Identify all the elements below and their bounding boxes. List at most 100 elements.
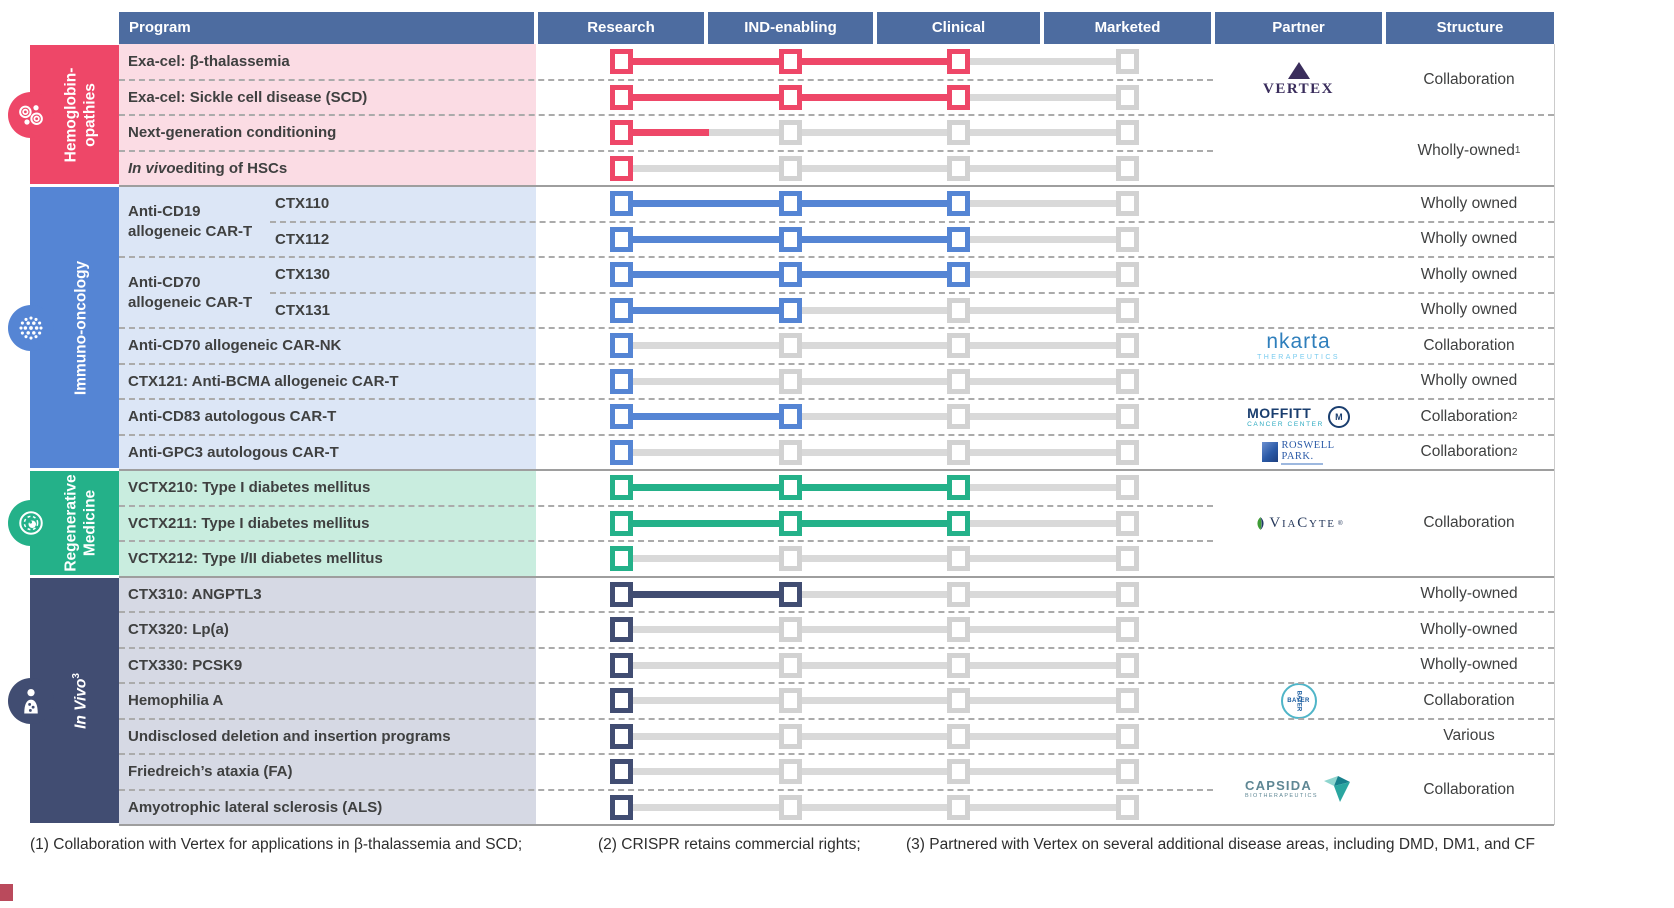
row-separator	[270, 291, 1554, 294]
sidebar-label-hemoglobinopathies: Hemoglobin- opathies	[62, 67, 99, 163]
program-label: CTX310: ANGPTL3	[128, 585, 262, 603]
stage-square-marketed	[1116, 333, 1139, 359]
structure-cell: Wholly-owned	[1384, 577, 1554, 613]
bayer-vertical-wordmark: BAYER	[1295, 690, 1302, 711]
stage-square-marketed	[1116, 84, 1139, 110]
section-in-vivo: CTX310: ANGPTL3 CTX320: Lp(a) CTX330: PCSK…	[119, 576, 1554, 825]
stage-progress-segment	[621, 519, 791, 527]
stage-progress-segment	[621, 235, 791, 243]
structure-text: Collaboration	[1423, 780, 1515, 798]
stage-square-ind-enabling	[779, 688, 802, 714]
stage-square-marketed	[1116, 617, 1139, 643]
structure-cell: Wholly owned	[1384, 186, 1554, 222]
program-group-label: Anti-CD19 allogeneic CAR-T	[128, 203, 253, 240]
row-separator	[119, 717, 1554, 720]
stage-track-segment	[790, 377, 959, 385]
stage-square-ind-enabling	[779, 155, 802, 181]
stage-square-marketed	[1116, 226, 1139, 252]
stage-square-research	[609, 546, 633, 572]
program-label: Exa-cel: Sickle cell disease (SCD)	[128, 88, 368, 106]
stage-track-segment	[790, 555, 959, 563]
structure-footnote-marker: 1	[1514, 145, 1521, 156]
stage-track-segment	[790, 590, 959, 598]
stage-square-research	[609, 794, 633, 820]
stage-square-marketed	[1116, 439, 1139, 465]
stage-track-segment	[958, 448, 1128, 456]
stage-square-research	[609, 297, 633, 323]
viacyte-logo: ViaCyte ®	[1254, 515, 1343, 532]
stage-track-segment	[958, 484, 1128, 492]
structure-text: Wholly-owned	[1420, 620, 1518, 638]
structure-text: Wholly owned	[1420, 194, 1518, 212]
structure-text: Collaboration	[1420, 407, 1512, 425]
stage-track-segment	[790, 164, 959, 172]
stage-progress-segment	[621, 129, 710, 137]
partner-cell: nkarta THERAPEUTICS	[1213, 328, 1384, 364]
roswell-park-image-icon	[1262, 442, 1279, 463]
stage-square-ind-enabling	[779, 226, 802, 252]
stage-square-clinical	[947, 475, 970, 501]
structure-cell: Wholly-owned 1	[1384, 115, 1554, 186]
moffitt-logo: MOFFITT CANCER CENTER M	[1247, 406, 1350, 429]
regenerating-cell-icon	[8, 500, 54, 547]
stage-progress-segment	[621, 58, 791, 66]
stage-track-segment	[958, 306, 1128, 314]
section-divider	[119, 469, 1554, 471]
stage-square-clinical	[947, 546, 970, 572]
header-cell-ind-enabling: IND-enabling	[708, 12, 873, 44]
program-label: CTX130	[275, 266, 331, 284]
sidebar-label-in-vivo: In Vivo3	[70, 672, 89, 729]
stage-progress-segment	[621, 93, 791, 101]
stage-track-segment	[958, 377, 1128, 385]
header-cell-structure: Structure	[1386, 12, 1554, 44]
program-label: CTX330: PCSK9	[128, 656, 243, 674]
stage-track-segment	[790, 306, 959, 314]
stage-square-ind-enabling	[779, 723, 802, 749]
stage-square-ind-enabling	[779, 546, 802, 572]
stage-square-ind-enabling	[779, 404, 802, 430]
roswell-wordmark-line2: PARK.	[1281, 450, 1314, 462]
program-label: VCTX210: Type I diabetes mellitus	[128, 479, 371, 497]
program-label: CTX112	[275, 230, 330, 248]
viacyte-registered-mark: ®	[1337, 519, 1343, 527]
roswell-tagline-bar	[1281, 462, 1324, 465]
nkarta-wordmark: nkarta	[1266, 329, 1331, 353]
structure-cell: Collaboration	[1384, 470, 1554, 577]
stage-progress-segment	[621, 484, 791, 492]
header-cell-program: Program	[119, 12, 534, 44]
stage-progress-segment	[621, 413, 791, 421]
moffitt-wordmark: MOFFITT	[1247, 404, 1312, 421]
stage-square-clinical	[947, 226, 970, 252]
structure-cell: Collaboration 2	[1384, 399, 1554, 435]
stage-square-marketed	[1116, 759, 1139, 785]
blood-cells-icon	[8, 92, 54, 138]
row-separator	[119, 114, 1554, 116]
stage-track-segment	[958, 590, 1128, 598]
stage-track-segment	[621, 803, 791, 811]
stage-square-marketed	[1116, 297, 1139, 323]
stage-square-clinical	[947, 688, 970, 714]
header-cell-partner: Partner	[1215, 12, 1382, 44]
structure-text: Various	[1443, 727, 1495, 745]
structure-text: Collaboration	[1423, 70, 1515, 88]
structure-text: Collaboration	[1423, 691, 1515, 709]
bayer-horizontal-wordmark: BAYER	[1287, 697, 1310, 704]
roswell-wordmark-line1: ROSWELL	[1281, 439, 1335, 451]
stage-progress-segment	[621, 590, 791, 598]
stage-progress-segment	[621, 200, 791, 208]
capsida-logo: CAPSIDA BIOTHERAPEUTICS	[1245, 776, 1352, 803]
slide-corner-accent	[0, 884, 13, 901]
stage-square-research	[609, 581, 633, 607]
stage-track-segment	[790, 342, 959, 350]
stage-square-ind-enabling	[779, 759, 802, 785]
stage-track-segment	[958, 519, 1128, 527]
structure-cell: Collaboration 2	[1384, 435, 1554, 471]
stage-track-segment	[958, 129, 1128, 137]
stage-track-segment	[958, 235, 1128, 243]
stage-square-ind-enabling	[779, 510, 802, 536]
stage-square-marketed	[1116, 794, 1139, 820]
stage-square-marketed	[1116, 191, 1139, 217]
stage-square-ind-enabling	[779, 120, 802, 146]
footnote-3: (3) Partnered with Vertex on several add…	[906, 836, 1535, 853]
stage-square-ind-enabling	[779, 297, 802, 323]
